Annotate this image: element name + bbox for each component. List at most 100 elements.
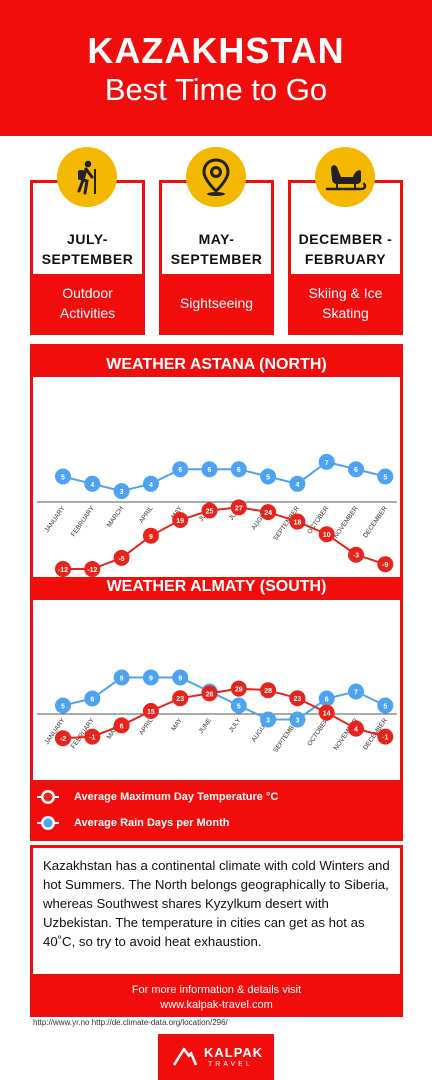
legend-temp-marker (37, 790, 59, 804)
rain-days-value-label: 5 (383, 475, 387, 482)
temperature-point (84, 728, 101, 745)
temperature-point (318, 526, 335, 543)
rain-days-point (113, 483, 130, 500)
temperature-point (348, 720, 364, 737)
rain-days-value-label: 5 (61, 704, 65, 711)
more-info-text: For more information & details visit (131, 984, 302, 996)
website-link[interactable]: www.kalpak-travel.com (160, 999, 273, 1011)
legend-temperature: Average Maximum Day Temperature °C (33, 785, 400, 809)
chart-panel-almaty: JANUARYFEBRUARYMARCHAPRILMAYJUNEJULYAUGU… (33, 600, 400, 780)
season-card-sightseeing: MAY- SEPTEMBER Sightseeing (159, 180, 274, 335)
mountain-icon (172, 1047, 198, 1066)
legend-rain-marker (37, 816, 59, 830)
season-period-line1: JULY- (67, 231, 108, 247)
season-activity-line2: Activities (59, 305, 116, 321)
chart-astana: JANUARYFEBRUARYMARCHAPRILMAYJUNEJULYAUGU… (37, 453, 397, 577)
x-tick-label: APRIL (138, 717, 155, 737)
map-pin-icon (186, 147, 246, 207)
x-tick-label: FEBRUARY (70, 505, 96, 538)
x-tick-label: DECEMBER (362, 505, 389, 539)
temperature-value-label: -5 (118, 556, 124, 563)
temperature-value-label: 24 (264, 510, 272, 517)
temperature-point (230, 680, 247, 697)
rain-days-point (377, 468, 394, 485)
rain-days-value-label: 6 (208, 467, 212, 474)
temperature-point (377, 556, 394, 573)
logo-tagline: TRAVEL (208, 1061, 253, 1068)
sleigh-icon (315, 147, 375, 207)
rain-days-point (84, 690, 101, 707)
rain-days-value-label: 3 (295, 718, 299, 725)
temperature-point (260, 504, 277, 521)
rain-days-point (84, 475, 101, 492)
temperature-point (318, 704, 335, 721)
rain-days-value-label: 6 (90, 697, 94, 704)
x-tick-label: JUNE (198, 717, 214, 735)
chart-title-astana: WEATHER ASTANA (NORTH) (106, 356, 327, 373)
temperature-point (377, 728, 394, 745)
rain-days-value-label: 7 (354, 690, 358, 697)
rain-days-point (230, 697, 247, 714)
hiker-icon (57, 147, 117, 207)
rain-days-value-label: 9 (120, 676, 124, 683)
rain-days-point (201, 461, 218, 478)
temperature-value-label: -1 (382, 735, 388, 742)
x-tick-label: OCTOBER (306, 717, 330, 747)
rain-days-value-label: 4 (295, 482, 299, 489)
temperature-value-label: 19 (176, 518, 184, 525)
rain-days-value-label: 3 (266, 718, 270, 725)
rain-days-value-label: 9 (178, 676, 182, 683)
rain-days-point (172, 669, 189, 686)
logo-name: KALPAK (204, 1045, 264, 1060)
temperature-point (260, 682, 277, 699)
info-section: Kazakhstan has a continental climate wit… (30, 845, 403, 1017)
rain-days-point (55, 468, 71, 485)
season-period-line2: FEBRUARY (304, 251, 387, 267)
rain-days-point (289, 475, 306, 492)
temperature-point (113, 717, 130, 734)
rain-days-value-label: 5 (61, 475, 65, 482)
temperature-point (84, 560, 101, 577)
rain-days-value-label: 5 (237, 704, 241, 711)
temperature-value-label: 10 (323, 532, 331, 539)
season-period-line2: SEPTEMBER (41, 251, 134, 267)
rain-days-value-label: 4 (149, 482, 153, 489)
temperature-point (142, 527, 159, 544)
rain-days-value-label: 5 (383, 704, 387, 711)
temperature-value-label: -9 (382, 562, 388, 569)
season-period-line1: MAY- (198, 231, 235, 247)
temperature-point (201, 685, 218, 702)
temperature-value-label: 28 (264, 688, 272, 695)
x-tick-label: NOVEMBER (333, 505, 360, 540)
temperature-point (230, 499, 247, 516)
season-period-line2: SEPTEMBER (170, 251, 263, 267)
page-title: KAZAKHSTAN (87, 30, 345, 71)
legend-temp-label: Average Maximum Day Temperature °C (74, 791, 279, 803)
rain-days-value-label: 9 (149, 676, 153, 683)
temperature-value-label: 29 (235, 687, 243, 694)
temperature-value-label: 27 (235, 505, 243, 512)
temperature-point (348, 546, 364, 563)
temperature-value-label: 23 (294, 696, 302, 703)
season-card-skiing: DECEMBER - FEBRUARY Skiing & Ice Skating (288, 180, 403, 335)
temperature-point (172, 690, 189, 707)
kalpak-logo: KALPAK TRAVEL (158, 1034, 274, 1080)
season-activity-line2: Skating (322, 305, 369, 321)
rain-days-point (348, 683, 364, 700)
rain-days-point (377, 697, 394, 714)
season-activity-line1: Outdoor (62, 285, 113, 301)
rain-days-point (289, 711, 306, 728)
temperature-value-label: 4 (354, 727, 358, 734)
x-tick-label: MARCH (106, 505, 126, 529)
temperature-value-label: 9 (149, 534, 153, 541)
temperature-value-label: -2 (60, 736, 66, 743)
rain-days-value-label: 3 (120, 489, 124, 496)
season-period-line1: DECEMBER - (298, 231, 393, 247)
rain-days-point (142, 475, 159, 492)
temperature-value-label: 25 (206, 509, 214, 516)
sources-text: http://www.yr.no http://de.climate-data.… (33, 1018, 228, 1027)
rain-days-value-label: 6 (237, 467, 241, 474)
legend-rain: Average Rain Days per Month (33, 811, 400, 835)
chart-panel-astana: JANUARYFEBRUARYMARCHAPRILMAYJUNEJULYAUGU… (33, 377, 400, 577)
rain-days-point (348, 461, 364, 478)
